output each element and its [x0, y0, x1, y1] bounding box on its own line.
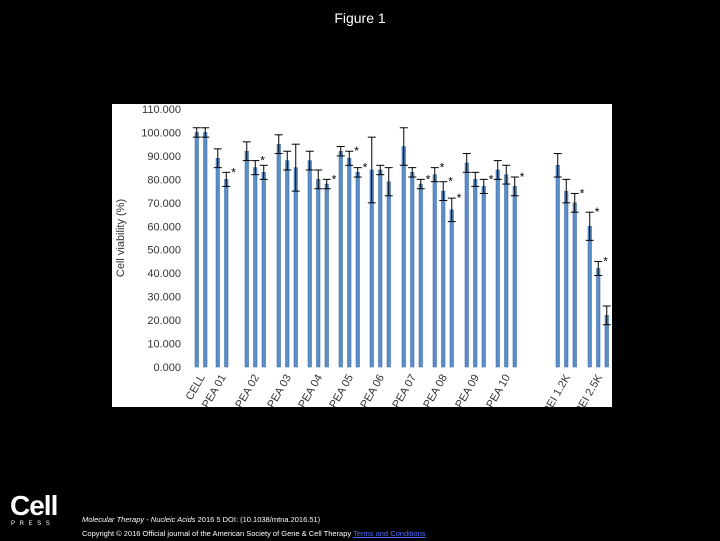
- significance-marker: *: [354, 144, 359, 158]
- bar: [482, 186, 486, 367]
- x-tick-label: PEA 06: [358, 373, 387, 408]
- significance-marker: *: [426, 172, 431, 186]
- bar: [294, 168, 298, 367]
- logo-subtitle: PRESS: [11, 521, 54, 527]
- bar: [573, 203, 577, 367]
- x-tick-label: PEA 04: [296, 373, 325, 408]
- significance-marker: *: [231, 165, 236, 179]
- bar: [588, 226, 592, 367]
- copyright-text: Copyright © 2016 Official journal of the…: [82, 529, 351, 538]
- x-tick-label: PEI 2.5K: [573, 372, 605, 407]
- significance-marker: *: [580, 186, 585, 200]
- x-tick-label: PEA 10: [484, 373, 513, 408]
- bar: [254, 168, 258, 367]
- y-tick-label: 80.000: [147, 174, 181, 186]
- bar: [450, 210, 454, 367]
- bar: [225, 179, 229, 367]
- bar: [411, 172, 415, 367]
- bar: [339, 151, 343, 367]
- significance-marker: *: [489, 172, 494, 186]
- bar: [513, 186, 517, 367]
- logo-word: Cell: [10, 492, 57, 520]
- bar: [286, 161, 290, 367]
- bar: [216, 158, 220, 367]
- y-axis-label: Cell viability (%): [115, 199, 127, 277]
- bar: [325, 184, 329, 367]
- x-tick-label: PEI 1.2K: [541, 372, 573, 407]
- bar: [245, 151, 249, 367]
- x-tick-label: PEA 03: [265, 373, 294, 408]
- y-tick-label: 100.000: [141, 127, 181, 139]
- bar: [433, 175, 437, 367]
- journal-name: Molecular Therapy - Nucleic Acids: [82, 515, 196, 524]
- bar: [419, 184, 423, 367]
- bar: [317, 179, 321, 367]
- bar: [565, 191, 569, 367]
- significance-marker: *: [332, 172, 337, 186]
- y-tick-label: 40.000: [147, 268, 181, 280]
- bar: [556, 165, 560, 367]
- significance-marker: *: [603, 254, 608, 268]
- y-tick-label: 0.000: [153, 362, 181, 374]
- bar: [195, 132, 199, 367]
- y-tick-label: 10.000: [147, 339, 181, 351]
- significance-marker: *: [520, 170, 525, 184]
- bar: [505, 175, 509, 367]
- cell-press-logo: Cell PRESS: [10, 492, 62, 532]
- x-tick-label: PEA 05: [327, 373, 356, 408]
- bar: [465, 163, 469, 367]
- bar-chart-panel: 0.000 10.000 20.000 30.000 40.000 50.000 60.00…: [112, 104, 612, 407]
- significance-marker: *: [457, 191, 462, 205]
- bar: [204, 132, 208, 367]
- bar: [379, 170, 383, 367]
- citation-doi: 2016 5 DOI: (10.1038/mtna.2016.51): [196, 515, 321, 524]
- terms-link[interactable]: Terms and Conditions: [353, 529, 426, 538]
- x-tick-label: PEA 09: [453, 373, 482, 408]
- y-tick-label: 30.000: [147, 292, 181, 304]
- bar: [308, 161, 312, 367]
- bar: [496, 170, 500, 367]
- y-tick-label: 110.000: [142, 104, 181, 116]
- y-tick-label: 90.000: [147, 151, 181, 163]
- bar: [277, 144, 281, 367]
- significance-marker: *: [595, 205, 600, 219]
- significance-marker: *: [440, 161, 445, 175]
- y-tick-label: 20.000: [147, 315, 181, 327]
- copyright-line: Copyright © 2016 Official journal of the…: [82, 527, 426, 541]
- y-tick-label: 70.000: [147, 198, 181, 210]
- bar: [387, 182, 391, 367]
- significance-marker: *: [448, 175, 453, 189]
- bar: [474, 179, 478, 367]
- bar-chart: 0.000 10.000 20.000 30.000 40.000 50.000 60.00…: [112, 104, 612, 407]
- bar: [597, 268, 601, 367]
- bar: [356, 172, 360, 367]
- y-tick-label: 60.000: [147, 221, 181, 233]
- bar: [262, 172, 266, 367]
- citation-line: Molecular Therapy - Nucleic Acids 2016 5…: [82, 513, 426, 527]
- x-tick-label: PEA 02: [233, 373, 262, 408]
- significance-marker: *: [363, 161, 368, 175]
- y-tick-label: 50.000: [147, 245, 181, 257]
- bar: [442, 191, 446, 367]
- x-tick-label: PEA 07: [390, 373, 419, 408]
- citation-footer: Molecular Therapy - Nucleic Acids 2016 5…: [82, 513, 426, 541]
- x-tick-label: PEA 08: [421, 373, 450, 408]
- figure-title: Figure 1: [0, 10, 720, 26]
- bar: [402, 147, 406, 367]
- bar: [348, 158, 352, 367]
